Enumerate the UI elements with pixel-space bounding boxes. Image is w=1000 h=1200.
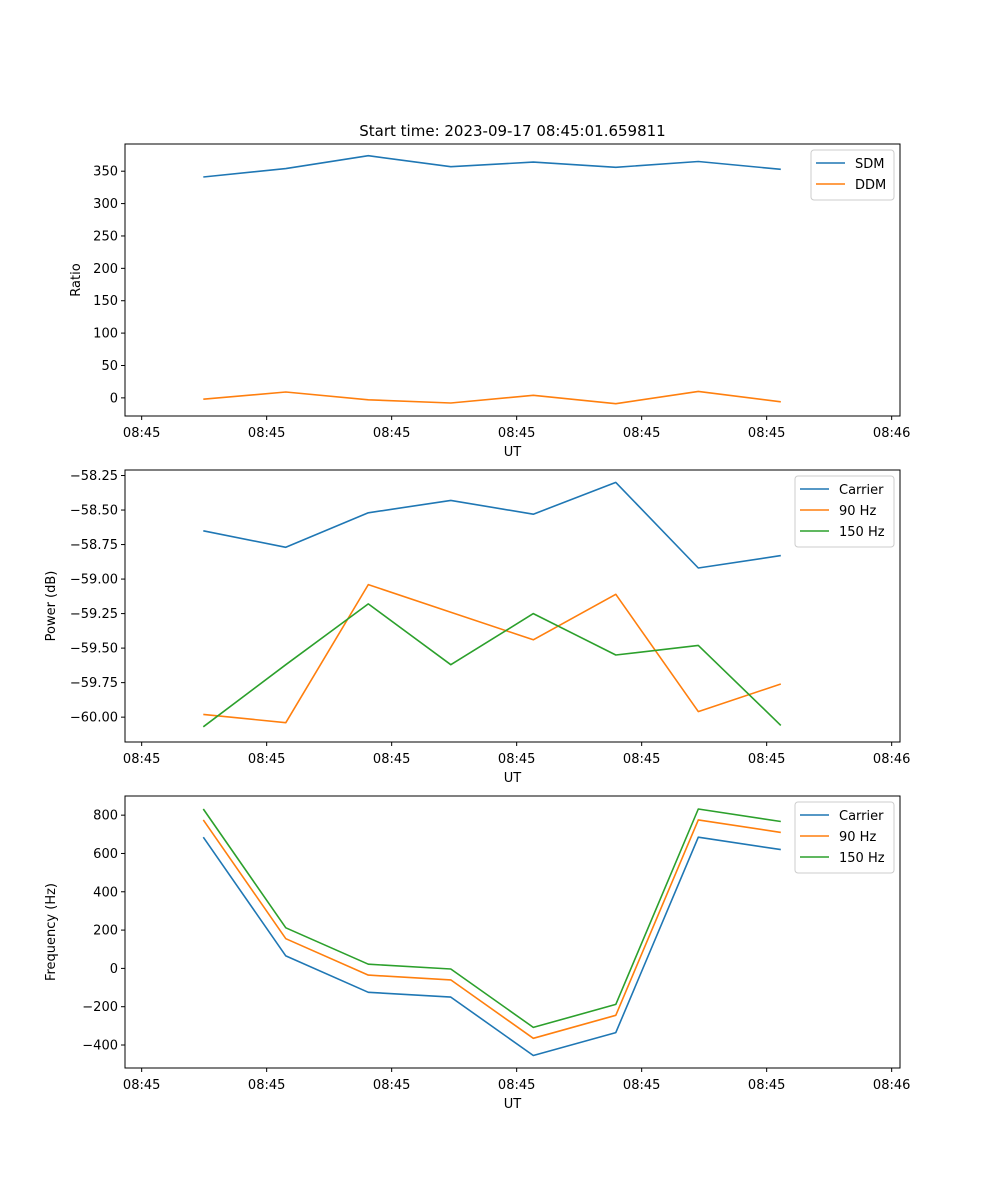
series-line-150-hz	[202, 603, 782, 728]
y-tick-label: −400	[82, 1039, 118, 1054]
x-tick-label: 08:45	[248, 426, 285, 441]
y-tick-label: 100	[93, 327, 118, 342]
x-tick-label: 08:45	[748, 752, 785, 767]
y-tick-label: −58.75	[70, 538, 118, 553]
y-axis-label: Power (dB)	[44, 571, 59, 642]
x-tick-label: 08:45	[123, 426, 160, 441]
legend-box	[794, 475, 895, 548]
x-axis-label: UT	[504, 1097, 522, 1112]
x-tick-label: 08:45	[748, 1078, 785, 1093]
y-tick-label: −200	[82, 1000, 118, 1015]
x-tick-label: 08:45	[623, 752, 660, 767]
y-tick-label: −59.75	[70, 676, 118, 691]
frequency-panel: −400 −200 0 200 400 600 800 08:45 08:45 08:45 08:4…	[44, 795, 910, 1112]
x-tick-label: 08:45	[623, 426, 660, 441]
legend-label: 150 Hz	[839, 851, 885, 866]
y-tick-label: 0	[110, 962, 118, 977]
x-axis-label: UT	[504, 445, 522, 460]
legend-label: DDM	[855, 178, 886, 193]
figure-title: Start time: 2023-09-17 08:45:01.659811	[359, 122, 665, 140]
x-tick-label: 08:45	[623, 1078, 660, 1093]
series-line-carrier	[202, 836, 781, 1057]
legend-label: Carrier	[839, 483, 884, 498]
legend-box	[794, 801, 895, 874]
legend-label: 90 Hz	[839, 504, 876, 519]
ratio-panel: 0 50 100 150 200 250 300 350 08:45 08:45 08:45 08:4…	[69, 143, 910, 460]
y-axis-label: Frequency (Hz)	[44, 883, 59, 981]
y-tick-label: −59.00	[70, 573, 118, 588]
y-tick-label: 250	[93, 229, 118, 244]
x-tick-label: 08:45	[498, 426, 535, 441]
x-tick-label: 08:45	[248, 752, 285, 767]
x-tick-label: 08:45	[498, 1078, 535, 1093]
y-tick-label: 350	[93, 165, 118, 180]
x-tick-label: 08:45	[123, 752, 160, 767]
y-tick-label: 800	[93, 809, 118, 824]
series-line-carrier	[203, 481, 781, 569]
x-tick-label: 08:45	[373, 426, 410, 441]
y-tick-label: −59.50	[70, 642, 118, 657]
x-tick-label: 08:45	[373, 752, 410, 767]
axes-frame	[124, 143, 901, 417]
x-tick-label: 08:45	[123, 1078, 160, 1093]
y-tick-label: −58.50	[70, 504, 118, 519]
y-axis-label: Ratio	[69, 263, 84, 296]
y-tick-label: 400	[93, 885, 118, 900]
x-tick-label: 08:46	[873, 426, 910, 441]
series-line-ddm	[203, 390, 781, 405]
y-tick-label: 0	[110, 391, 118, 406]
x-tick-label: 08:46	[873, 1078, 910, 1093]
y-tick-label: 300	[93, 197, 118, 212]
series-line-90-hz	[203, 583, 782, 724]
power-panel: −60.00 −59.75 −59.50 −59.25 −59.00 −58.75 −58.…	[44, 469, 910, 786]
x-tick-label: 08:45	[498, 752, 535, 767]
legend-label: Carrier	[839, 809, 884, 824]
y-tick-label: 200	[93, 924, 118, 939]
legend-label: SDM	[855, 157, 884, 172]
legend-label: 90 Hz	[839, 830, 876, 845]
x-tick-label: 08:45	[248, 1078, 285, 1093]
series-line-150-hz	[202, 808, 781, 1029]
y-tick-label: −58.25	[70, 469, 118, 484]
y-tick-label: 600	[93, 847, 118, 862]
series-line-90-hz	[202, 819, 781, 1040]
legend-label: 150 Hz	[839, 525, 885, 540]
y-tick-label: 200	[93, 262, 118, 277]
y-tick-label: −60.00	[70, 711, 118, 726]
y-tick-label: 50	[101, 359, 118, 374]
series-line-sdm	[203, 154, 781, 178]
axes-frame	[124, 469, 901, 743]
x-tick-label: 08:45	[373, 1078, 410, 1093]
y-tick-label: −59.25	[70, 607, 118, 622]
x-tick-label: 08:45	[748, 426, 785, 441]
axes-frame	[124, 795, 901, 1069]
x-axis-label: UT	[504, 771, 522, 786]
y-tick-label: 150	[93, 294, 118, 309]
x-tick-label: 08:46	[873, 752, 910, 767]
